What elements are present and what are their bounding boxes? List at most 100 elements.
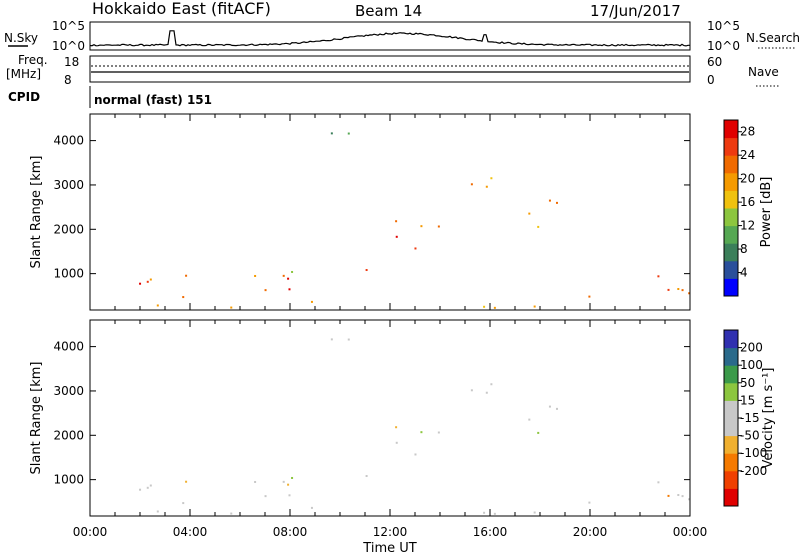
velocity-echo-cell — [287, 483, 290, 486]
colorbar-tick-label: 12 — [740, 219, 755, 233]
cpid-panel: CPID normal (fast) 151 — [8, 86, 212, 108]
velocity-echo-cell — [437, 431, 440, 434]
velocity-echo-cell — [156, 510, 159, 513]
velocity-echo-cell — [291, 476, 294, 479]
vel-ytick-label: 3000 — [53, 384, 84, 398]
freq-tick-bottom: 8 — [64, 73, 72, 87]
power-echo-cell — [414, 247, 417, 250]
colorbar-tick-label: -100 — [740, 446, 767, 460]
power-echo-cell — [657, 275, 660, 278]
velocity-echo-cell — [657, 481, 660, 484]
colorbar-swatch — [724, 155, 738, 174]
power-echo-cell — [537, 225, 540, 228]
power-echo-cell — [156, 304, 159, 307]
power-echo-cell — [555, 201, 558, 204]
velocity-xticks — [89, 320, 691, 516]
freq-unit: [MHz] — [6, 67, 41, 81]
time-tick-label: 16:00 — [473, 525, 508, 539]
time-axis-labels: 00:00 04:00 08:00 12:00 16:00 20:00 00:00 — [73, 525, 708, 539]
freq-panel: Freq. [MHz] 18 8 60 0 Nave — [6, 53, 780, 87]
velocity-colorbar: 200 100 50 15 -15 -50 -100 -200 Velocity [m s⁻¹… — [723, 329, 776, 507]
colorbar-swatch — [724, 190, 738, 209]
power-echo-cell — [185, 274, 188, 277]
nave-tick-bottom: 0 — [707, 73, 715, 87]
nsky-tick-bottom: 10^0 — [52, 39, 85, 53]
power-colorbar-swatches — [723, 119, 739, 297]
velocity-echo-cell — [483, 511, 486, 514]
power-echo-cell — [395, 235, 398, 238]
colorbar-swatch — [724, 330, 738, 349]
velocity-ylabel: Slant Range [km] — [29, 362, 44, 475]
velocity-echo-cell — [254, 480, 257, 483]
power-ylabel: Slant Range [km] — [29, 156, 44, 269]
colorbar-swatch — [724, 172, 738, 191]
freq-tick-top: 18 — [64, 55, 79, 69]
power-ytick-label: 1000 — [53, 267, 84, 281]
power-echo-cell — [264, 289, 267, 292]
velocity-colorbar-label: Velocity [m s⁻¹] — [761, 368, 776, 469]
colorbar-swatch — [724, 278, 738, 297]
power-echoes — [139, 132, 691, 309]
velocity-echo-cell — [688, 498, 691, 501]
velocity-echo-cell — [395, 441, 398, 444]
colorbar-tick-label: -15 — [740, 411, 760, 425]
velocity-echo-cell — [395, 426, 398, 429]
freq-label: Freq. — [18, 53, 48, 67]
power-echo-cell — [681, 289, 684, 292]
colorbar-tick-label: 15 — [740, 393, 755, 407]
colorbar-tick-label: 28 — [740, 125, 755, 139]
velocity-yticks: 1000 2000 3000 4000 — [53, 340, 690, 487]
power-ytick-label: 4000 — [53, 134, 84, 148]
power-echo-cell — [330, 132, 333, 135]
velocity-echo-cell — [493, 512, 496, 515]
vel-ytick-label: 4000 — [53, 340, 84, 354]
velocity-echo-cell — [330, 338, 333, 341]
velocity-colorbar-ticks: 200 100 50 15 -15 -50 -100 -200 — [738, 341, 767, 478]
power-echo-cell — [470, 183, 473, 186]
date-label: 17/Jun/2017 — [590, 2, 681, 20]
power-echo-cell — [139, 282, 142, 285]
power-echo-cell — [395, 220, 398, 223]
velocity-echo-cell — [365, 475, 368, 478]
power-colorbar: 4 8 12 16 20 24 28 Power [dB] — [723, 119, 774, 297]
colorbar-swatch — [724, 365, 738, 384]
nsearch-label: N.Search — [746, 31, 800, 45]
power-echo-cell — [667, 288, 670, 291]
colorbar-swatch — [724, 400, 738, 419]
velocity-echo-cell — [588, 501, 591, 504]
power-echo-cell — [291, 270, 294, 273]
cpid-label: CPID — [8, 90, 40, 104]
colorbar-swatch — [724, 260, 738, 279]
power-echo-cell — [588, 295, 591, 298]
power-echo-cell — [282, 274, 285, 277]
velocity-echo-cell — [310, 506, 313, 509]
velocity-echo-cell — [282, 480, 285, 483]
power-echo-cell — [365, 269, 368, 272]
power-echo-cell — [149, 278, 152, 281]
velocity-echo-cell — [667, 494, 670, 497]
velocity-echo-cell — [146, 486, 149, 489]
velocity-echo-cell — [528, 418, 531, 421]
velocity-echo-cell — [470, 389, 473, 392]
power-panel: Slant Range [km] 1000 2000 3000 4000 — [29, 113, 691, 311]
velocity-echo-cell — [555, 407, 558, 410]
velocity-echo-cell — [677, 494, 680, 497]
power-echo-cell — [310, 300, 313, 303]
nsky-label: N.Sky — [4, 31, 38, 45]
colorbar-swatch — [724, 453, 738, 472]
power-echo-cell — [254, 274, 257, 277]
colorbar-tick-label: 16 — [740, 195, 755, 209]
power-ytick-label: 2000 — [53, 222, 84, 236]
radar-title: Hokkaido East (fitACF) — [92, 0, 271, 18]
colorbar-tick-label: 8 — [740, 242, 748, 256]
power-echo-cell — [287, 277, 290, 280]
power-echo-cell — [483, 305, 486, 308]
colorbar-swatch — [724, 488, 738, 507]
power-echo-cell — [182, 296, 185, 299]
velocity-echo-cell — [537, 431, 540, 434]
time-axis-title: Time UT — [362, 541, 416, 554]
time-tick-label: 20:00 — [573, 525, 608, 539]
nave-tick-top: 60 — [707, 55, 722, 69]
